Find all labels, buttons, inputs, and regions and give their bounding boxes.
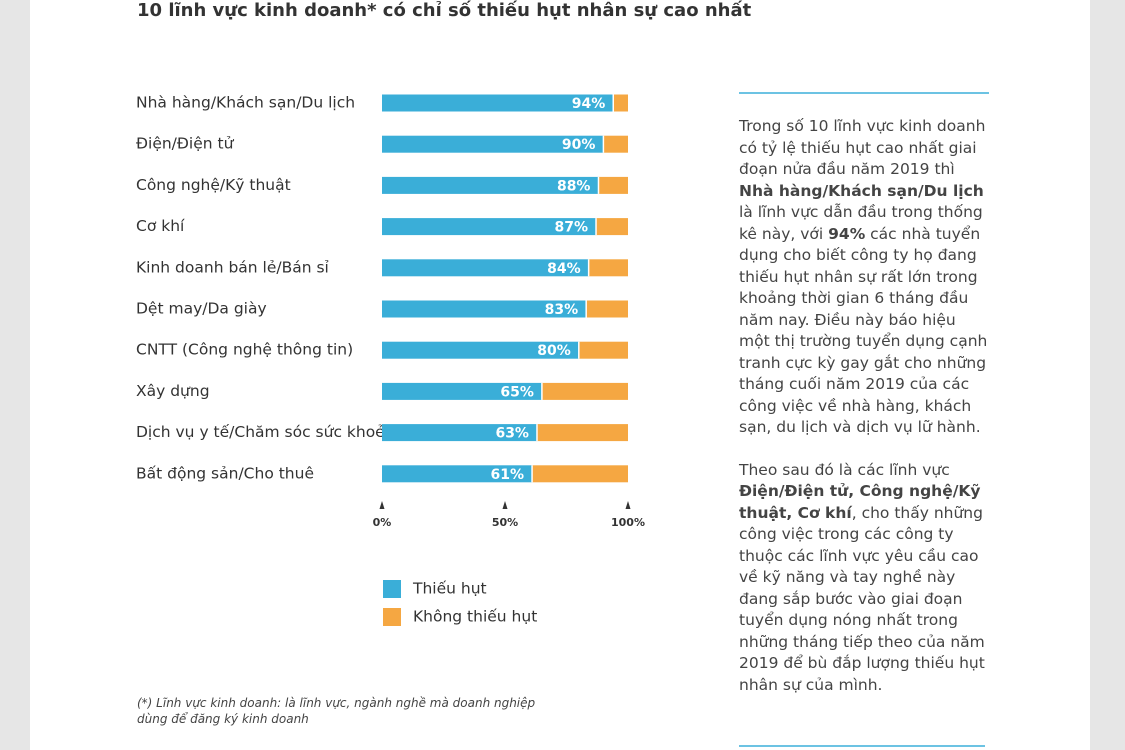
value-label: 88% <box>557 178 591 194</box>
value-label: 90% <box>562 137 596 153</box>
bar-segment <box>598 176 628 194</box>
value-label: 94% <box>572 96 606 112</box>
value-label: 61% <box>491 467 525 483</box>
category-label: Bất động sản/Cho thuê <box>136 464 314 482</box>
x-tick-label: 0% <box>373 516 392 529</box>
paragraph: Trong số 10 lĩnh vực kinh doanh có tỷ lệ… <box>739 116 989 439</box>
bar-segment <box>382 259 589 277</box>
legend-label: Thiếu hụt <box>412 580 487 598</box>
tick-mark <box>502 501 508 509</box>
rule <box>739 745 985 747</box>
bar-segment <box>613 94 628 112</box>
value-label: 80% <box>537 343 571 359</box>
bold-text: Nhà hàng/Khách sạn/Du lịch <box>739 181 984 200</box>
chart-title: 10 lĩnh vực kinh doanh* có chỉ số thiếu … <box>137 0 752 21</box>
legend-swatch <box>383 608 401 626</box>
paragraph: Theo sau đó là các lĩnh vực Điện/Điện tử… <box>739 460 989 697</box>
bar-segment <box>532 465 628 483</box>
category-label: Dịch vụ y tế/Chăm sóc sức khoẻ <box>136 423 385 441</box>
legend-swatch <box>383 580 401 598</box>
tick-mark <box>625 501 631 509</box>
card <box>30 0 1090 750</box>
x-tick-label: 100% <box>611 516 645 529</box>
category-label: CNTT (Công nghệ thông tin) <box>136 341 353 359</box>
value-label: 63% <box>495 426 529 442</box>
legend-label: Không thiếu hụt <box>413 608 537 626</box>
bar-segment <box>382 465 533 483</box>
text: Theo sau đó là các lĩnh vực <box>739 460 950 479</box>
x-tick-label: 50% <box>492 516 518 529</box>
text-panel: Trong số 10 lĩnh vực kinh doanh có tỷ lệ… <box>739 92 989 717</box>
category-label: Kinh doanh bán lẻ/Bán sỉ <box>136 258 329 276</box>
bar-segment <box>382 341 579 359</box>
bar-segment <box>541 382 628 400</box>
tick-mark <box>379 501 385 509</box>
bar-segment <box>382 382 542 400</box>
bar-segment <box>588 259 628 277</box>
bar-segment <box>586 300 628 318</box>
bar-segment <box>382 94 614 112</box>
bar-segment <box>596 218 628 236</box>
category-label: Công nghệ/Kỹ thuật <box>136 176 291 194</box>
bar-segment <box>382 424 537 442</box>
category-label: Nhà hàng/Khách sạn/Du lịch <box>136 94 355 112</box>
category-label: Cơ khí <box>136 217 185 235</box>
bar-segment <box>382 176 599 194</box>
value-label: 65% <box>500 384 534 400</box>
value-label: 87% <box>555 220 589 236</box>
bar-segment <box>382 218 597 236</box>
bar-segment <box>603 135 628 153</box>
text: Trong số 10 lĩnh vực kinh doanh có tỷ lệ… <box>739 117 986 178</box>
category-label: Dệt may/Da giày <box>136 300 267 318</box>
category-label: Điện/Điện tử <box>136 135 235 153</box>
category-label: Xây dựng <box>136 382 210 400</box>
text: các nhà tuyển dụng cho biết công ty họ đ… <box>739 224 988 437</box>
value-label: 84% <box>547 261 581 277</box>
text: là lĩnh vực dẫn đầu trong thống kê này, … <box>739 203 983 243</box>
bar-segment <box>382 135 604 153</box>
bar-segment <box>578 341 628 359</box>
bar-segment <box>536 424 628 442</box>
text: , cho thấy những công việc trong các côn… <box>739 503 985 694</box>
value-label: 83% <box>545 302 579 318</box>
bold-text: 94% <box>828 224 866 243</box>
bold-text: Điện/Điện tử, Công nghệ/Kỹ thuật, Cơ khí <box>739 482 981 522</box>
footnote: (*) Lĩnh vực kinh doanh: là lĩnh vực, ng… <box>137 696 536 726</box>
bar-segment <box>382 300 587 318</box>
